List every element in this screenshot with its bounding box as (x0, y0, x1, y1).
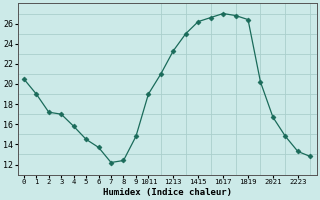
X-axis label: Humidex (Indice chaleur): Humidex (Indice chaleur) (103, 188, 232, 197)
